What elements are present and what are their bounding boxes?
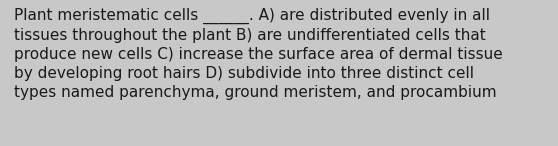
Text: Plant meristematic cells ______. A) are distributed evenly in all
tissues throug: Plant meristematic cells ______. A) are … (14, 7, 503, 100)
